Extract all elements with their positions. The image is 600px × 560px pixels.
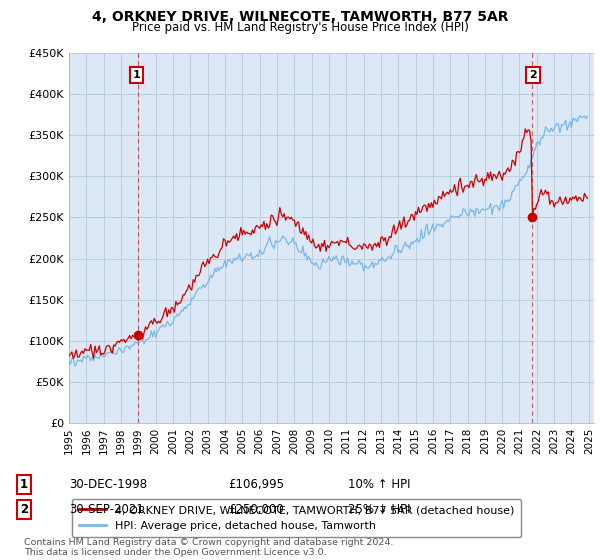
Text: 30-DEC-1998: 30-DEC-1998 [69, 478, 147, 491]
Text: 1: 1 [133, 70, 140, 80]
Text: 2: 2 [20, 503, 28, 516]
Text: 1: 1 [20, 478, 28, 491]
Text: 30-SEP-2021: 30-SEP-2021 [69, 503, 144, 516]
Text: 4, ORKNEY DRIVE, WILNECOTE, TAMWORTH, B77 5AR: 4, ORKNEY DRIVE, WILNECOTE, TAMWORTH, B7… [92, 10, 508, 24]
Text: £106,995: £106,995 [228, 478, 284, 491]
Text: 2: 2 [529, 70, 537, 80]
Legend: 4, ORKNEY DRIVE, WILNECOTE, TAMWORTH, B77 5AR (detached house), HPI: Average pri: 4, ORKNEY DRIVE, WILNECOTE, TAMWORTH, B7… [72, 498, 521, 538]
Text: 25% ↓ HPI: 25% ↓ HPI [348, 503, 410, 516]
Text: £250,000: £250,000 [228, 503, 284, 516]
Text: 10% ↑ HPI: 10% ↑ HPI [348, 478, 410, 491]
Text: Price paid vs. HM Land Registry's House Price Index (HPI): Price paid vs. HM Land Registry's House … [131, 21, 469, 34]
Text: Contains HM Land Registry data © Crown copyright and database right 2024.
This d: Contains HM Land Registry data © Crown c… [24, 538, 394, 557]
